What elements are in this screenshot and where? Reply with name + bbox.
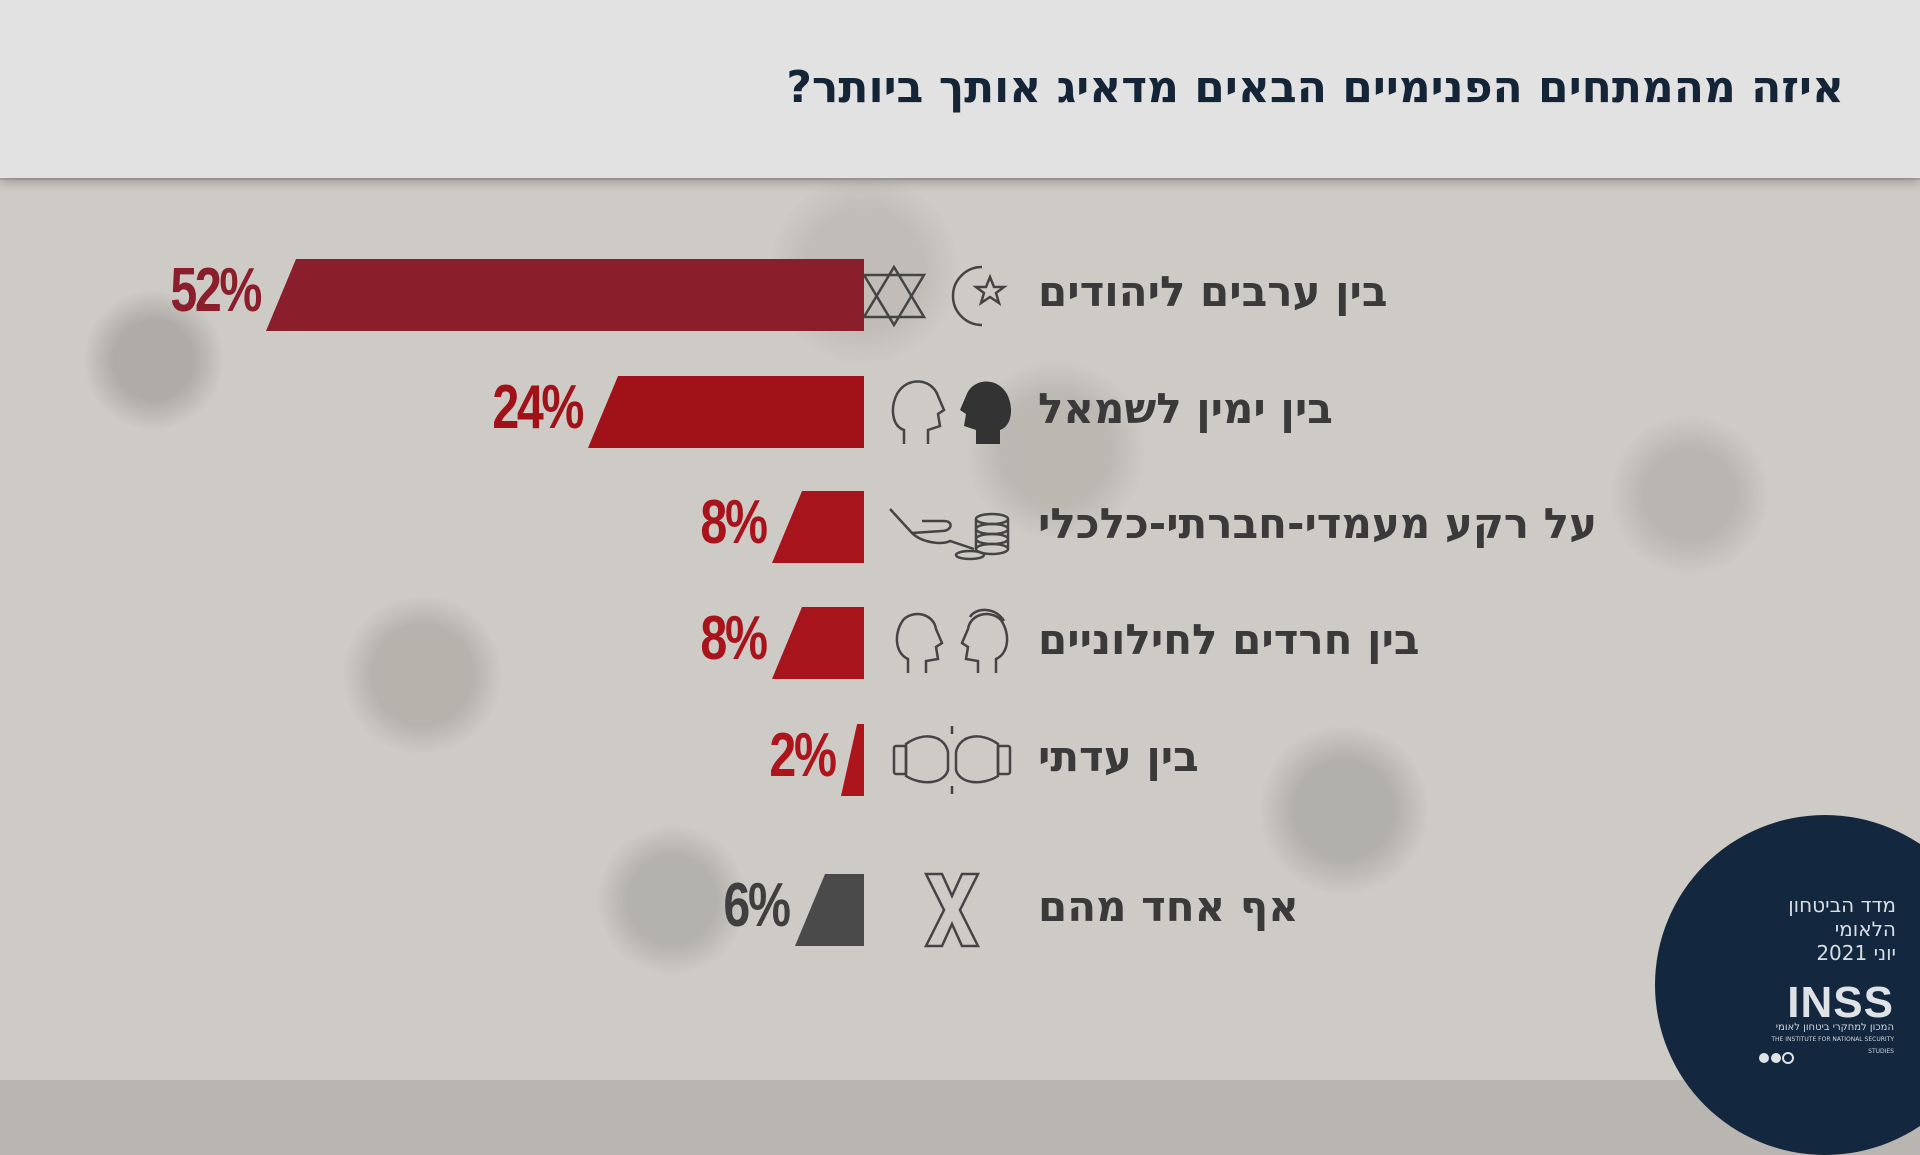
bar-4 bbox=[772, 607, 864, 679]
hand-coins-icon bbox=[889, 508, 1010, 561]
value-label-1: 52% bbox=[170, 256, 262, 325]
value-label-6: 6% bbox=[723, 871, 792, 940]
two-heads-icon bbox=[891, 380, 1012, 444]
bar-3 bbox=[772, 491, 864, 563]
category-label-1: בין ערבים ליהודים bbox=[1038, 267, 1388, 316]
category-label-2: בין ימין לשמאל bbox=[1038, 384, 1333, 433]
boxing-gloves-icon bbox=[892, 726, 1012, 794]
bar-6 bbox=[795, 874, 864, 946]
bar-2 bbox=[588, 376, 864, 448]
value-label-4: 8% bbox=[700, 604, 769, 673]
value-label-5: 2% bbox=[769, 721, 838, 790]
institute-name: המכון למחקרי ביטחון לאומי bbox=[1775, 1022, 1894, 1033]
chart-title: איזה מהמתחים הפנימיים הבאים מדאיג אותך ב… bbox=[786, 62, 1844, 113]
bar-chart bbox=[266, 259, 1012, 948]
index-date: יוני 2021 bbox=[1816, 941, 1896, 965]
two-faces-icon bbox=[895, 608, 1009, 673]
category-label-5: בין עדתי bbox=[1038, 732, 1199, 781]
category-label-4: בין חרדים לחילוניים bbox=[1038, 615, 1420, 664]
inss-logo: INSS bbox=[1787, 978, 1894, 1027]
x-icon bbox=[923, 872, 981, 948]
value-label-3: 8% bbox=[700, 488, 769, 557]
index-name: מדד הביטחון הלאומי bbox=[1788, 893, 1896, 941]
category-label-6: אף אחד מהם bbox=[1038, 882, 1299, 931]
inss-subtitle: המכון למחקרי ביטחון לאומי THE INSTITUTE … bbox=[1744, 1022, 1894, 1058]
logo-dots-icon bbox=[1759, 1052, 1794, 1064]
bar-5 bbox=[841, 724, 864, 796]
value-label-2: 24% bbox=[492, 373, 584, 442]
institute-name-en: THE INSTITUTE FOR NATIONAL SECURITY STUD… bbox=[1771, 1036, 1894, 1055]
category-label-3: על רקע מעמדי-חברתי-כלכלי bbox=[1038, 499, 1598, 548]
bar-1 bbox=[266, 259, 864, 331]
header-bar: איזה מהמתחים הפנימיים הבאים מדאיג אותך ב… bbox=[0, 0, 1920, 178]
corner-text: מדד הביטחון הלאומי יוני 2021 bbox=[1726, 893, 1896, 965]
star-of-david-crescent-icon bbox=[861, 264, 1008, 328]
